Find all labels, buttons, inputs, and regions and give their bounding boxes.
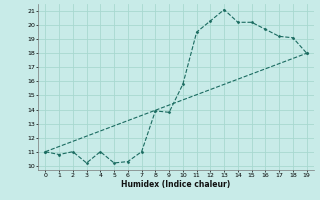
X-axis label: Humidex (Indice chaleur): Humidex (Indice chaleur) xyxy=(121,180,231,189)
